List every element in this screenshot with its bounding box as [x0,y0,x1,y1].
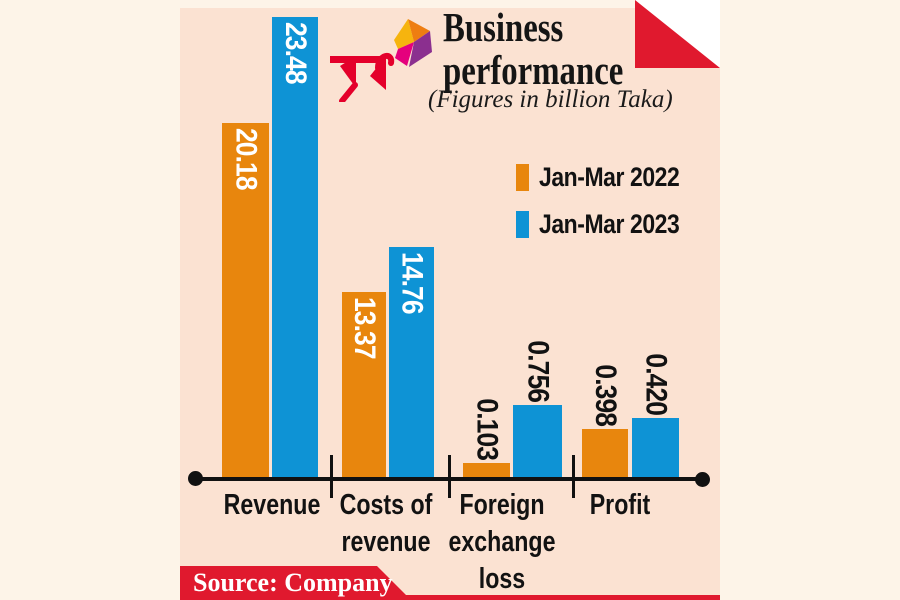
axis-tick-2 [448,455,451,498]
axis-endpoint-dot-left [188,471,203,486]
axis-tick-1 [330,455,333,498]
chart-subtitle: (Figures in billion Taka) [428,86,673,113]
chart-panel [180,8,720,600]
value-label-jan-mar-2022-foreign-exchange-loss: 0.103 [470,398,504,460]
axis-endpoint-dot-right [695,472,710,487]
value-label-jan-mar-2022-costs-of-revenue: 13.37 [348,297,381,359]
category-label-revenue: Revenue [223,489,321,521]
category-label-profit: Profit [589,489,651,521]
bar-costs-of-revenue-jan-mar-2022 [342,292,386,478]
value-label-jan-mar-2023-foreign-exchange-loss: 0.756 [521,340,555,402]
chart-title: Business performance [443,4,624,93]
bar-revenue-jan-mar-2022 [222,123,269,478]
source-label: Source: Company [193,568,393,597]
legend-item-jan-mar-2023: Jan-Mar 2023 [516,208,704,239]
value-label-jan-mar-2023-costs-of-revenue: 14.76 [395,252,429,314]
value-label-jan-mar-2023-revenue: 23.48 [279,22,312,84]
legend-swatch-2022-icon [516,163,529,191]
robi-pinwheel-icon [394,19,432,67]
axis-tick-3 [572,455,575,498]
source-banner [180,566,720,600]
bar-costs-of-revenue-jan-mar-2023 [389,247,434,478]
category-label-costs-of-revenue: Costs of revenue [339,489,433,558]
legend-label-2022: Jan-Mar 2022 [539,161,680,192]
legend: Jan-Mar 2022 Jan-Mar 2023 [516,161,704,257]
bar-revenue-jan-mar-2023 [272,17,318,478]
value-label-jan-mar-2022-profit: 0.398 [589,364,622,426]
bar-profit-jan-mar-2023 [632,418,679,478]
bar-foreign-exchange-loss-jan-mar-2022 [463,463,510,478]
legend-swatch-2023-icon [516,210,529,238]
category-label-foreign-exchange-loss: Foreign exchange loss [448,489,556,595]
bar-profit-jan-mar-2022 [582,429,628,478]
legend-label-2023: Jan-Mar 2023 [539,208,680,239]
value-label-jan-mar-2022-revenue: 20.18 [229,128,263,190]
robi-wordmark [330,53,395,102]
value-label-jan-mar-2023-profit: 0.420 [639,353,673,415]
legend-item-jan-mar-2022: Jan-Mar 2022 [516,161,704,192]
bar-foreign-exchange-loss-jan-mar-2023 [513,405,562,478]
corner-fold-icon [635,0,720,68]
